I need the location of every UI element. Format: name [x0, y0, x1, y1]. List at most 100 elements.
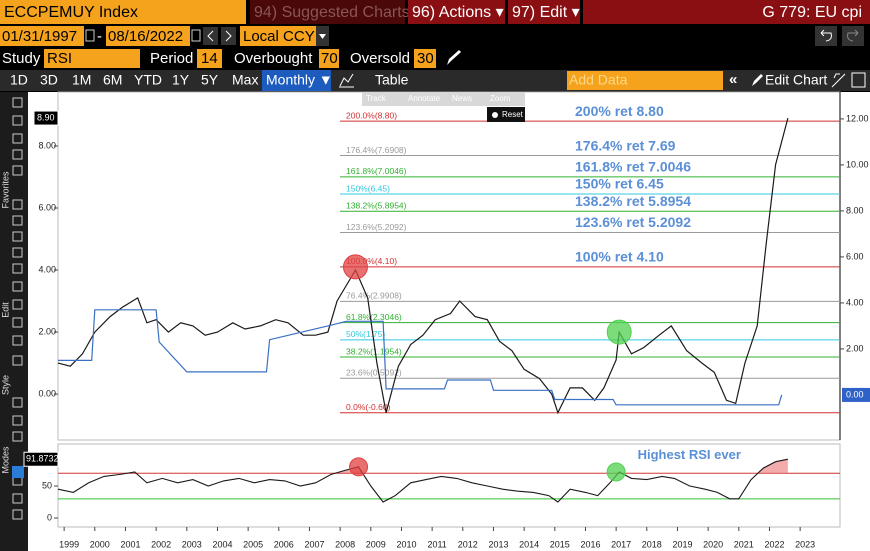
- add-data-field[interactable]: [567, 71, 723, 90]
- tool-icon[interactable]: [12, 299, 23, 310]
- period-field[interactable]: [197, 49, 222, 68]
- tool-icon[interactable]: [12, 317, 23, 328]
- prev-button[interactable]: [203, 27, 218, 45]
- x-tick-label: 2015: [550, 539, 570, 549]
- tool-icon[interactable]: [12, 165, 23, 176]
- study-field[interactable]: [44, 49, 140, 68]
- reset-button[interactable]: [487, 107, 525, 122]
- y-tick-label: 8.00: [38, 140, 56, 150]
- start-date[interactable]: 01/31/1997: [2, 28, 77, 45]
- calendar-icon[interactable]: [191, 29, 201, 42]
- undo-button[interactable]: [815, 26, 837, 46]
- reset-icon: [492, 112, 498, 118]
- range-tab[interactable]: YTD: [134, 72, 162, 88]
- collapse-icon[interactable]: «: [729, 71, 737, 88]
- ticker[interactable]: ECCPEMUY Index: [4, 4, 138, 21]
- fib-note: 138.2% ret 5.8954: [575, 193, 691, 209]
- edit-label[interactable]: 97) Edit ▾: [512, 4, 580, 21]
- y-tick-label: 4.00: [38, 264, 56, 274]
- range-tab[interactable]: 3D: [40, 72, 58, 88]
- chart-tool[interactable]: News: [452, 94, 472, 103]
- oversold-field[interactable]: [414, 49, 436, 68]
- end-date[interactable]: 08/16/2022: [108, 28, 183, 45]
- tool-icon[interactable]: [12, 509, 23, 520]
- active-tool[interactable]: [12, 466, 24, 478]
- export-icon[interactable]: [851, 72, 866, 88]
- add-data[interactable]: Add Data: [569, 72, 628, 88]
- study-name[interactable]: RSI: [47, 50, 72, 67]
- tool-icon[interactable]: [12, 415, 23, 426]
- rsi-last-value-box: [23, 451, 59, 467]
- reset-label[interactable]: Reset: [502, 110, 524, 119]
- x-tick-label: 2017: [611, 539, 631, 549]
- x-tick-label: 2003: [182, 539, 202, 549]
- series-line: [57, 117, 789, 415]
- tool-icon[interactable]: [12, 281, 23, 292]
- next-button[interactable]: [221, 27, 236, 45]
- tool-icon[interactable]: [12, 247, 23, 258]
- highlight: [606, 319, 632, 345]
- actions-button[interactable]: [408, 0, 505, 24]
- tool-icon[interactable]: [12, 97, 23, 108]
- tool-icon[interactable]: [12, 355, 23, 366]
- overbought-field[interactable]: [319, 49, 339, 68]
- tool-icon[interactable]: [12, 397, 23, 408]
- tool-icon[interactable]: [12, 493, 23, 504]
- range-tab[interactable]: 5Y: [201, 72, 219, 88]
- period-label: Period: [150, 50, 193, 67]
- rsi-annotation: Highest RSI ever: [638, 447, 741, 462]
- chart-tool[interactable]: Zoom: [490, 94, 511, 103]
- calendar-icon[interactable]: [85, 29, 95, 42]
- settings-icon[interactable]: [831, 73, 846, 88]
- range-tab[interactable]: Max: [232, 72, 258, 88]
- period[interactable]: 14: [201, 50, 218, 67]
- start-date-field[interactable]: [0, 26, 84, 46]
- x-axis-band: [28, 527, 870, 551]
- fib-note: 176.4% ret 7.69: [575, 137, 676, 153]
- chart-type-icon[interactable]: [339, 73, 354, 88]
- tool-icon[interactable]: [12, 215, 23, 226]
- redo-icon: [847, 29, 859, 42]
- fib-note: 200% ret 8.80: [575, 103, 664, 119]
- fib-note: 150% ret 6.45: [575, 176, 664, 192]
- end-date-field[interactable]: [106, 26, 190, 46]
- range-tab[interactable]: 6M: [103, 72, 122, 88]
- tool-icon[interactable]: [12, 149, 23, 160]
- rsi-tick-label: 0: [47, 512, 52, 522]
- tool-icon[interactable]: [12, 263, 23, 274]
- tool-icon[interactable]: [12, 431, 23, 442]
- currency[interactable]: Local CCY: [243, 28, 315, 45]
- range-tab[interactable]: 1Y: [172, 72, 190, 88]
- range-tab[interactable]: 1D: [10, 72, 28, 88]
- table-button[interactable]: Table: [375, 72, 409, 88]
- edit-chart[interactable]: Edit Chart: [765, 72, 827, 88]
- tool-icon[interactable]: [12, 115, 23, 126]
- currency-field[interactable]: [240, 26, 316, 46]
- tool-icon[interactable]: [12, 231, 23, 242]
- ticker-field[interactable]: [0, 0, 246, 24]
- pencil-icon[interactable]: [447, 50, 461, 65]
- edit-button[interactable]: [508, 0, 580, 24]
- x-tick-label: 1999: [59, 539, 79, 549]
- suggested-button[interactable]: [250, 0, 405, 24]
- chart-tool[interactable]: Track: [366, 94, 387, 103]
- range-tab[interactable]: 1M: [72, 72, 91, 88]
- sidebar-label: Edit: [0, 302, 10, 318]
- series-line: [58, 309, 783, 406]
- chart-tool[interactable]: Annotate: [408, 94, 441, 103]
- redo-button[interactable]: [842, 26, 864, 46]
- frequency-button[interactable]: [262, 70, 331, 91]
- suggested-label[interactable]: 94) Suggested Charts: [254, 4, 410, 21]
- tool-icon[interactable]: [12, 199, 23, 210]
- actions-label[interactable]: 96) Actions ▾: [412, 4, 504, 21]
- oversold[interactable]: 30: [417, 50, 434, 67]
- y2-tick-label: 6.00: [846, 251, 864, 261]
- overbought[interactable]: 70: [321, 50, 338, 67]
- y-tick-label: 0.00: [38, 388, 56, 398]
- last-value-box: [33, 110, 59, 126]
- frequency[interactable]: Monthly ▼: [266, 72, 333, 88]
- tool-icon[interactable]: [12, 133, 23, 144]
- fib-note: 100% ret 4.10: [575, 249, 664, 265]
- tool-icon[interactable]: [12, 335, 23, 346]
- plot: 1999 2000 2001 2002 2003 2004 2005 2006 2007 2008…: [23, 91, 870, 549]
